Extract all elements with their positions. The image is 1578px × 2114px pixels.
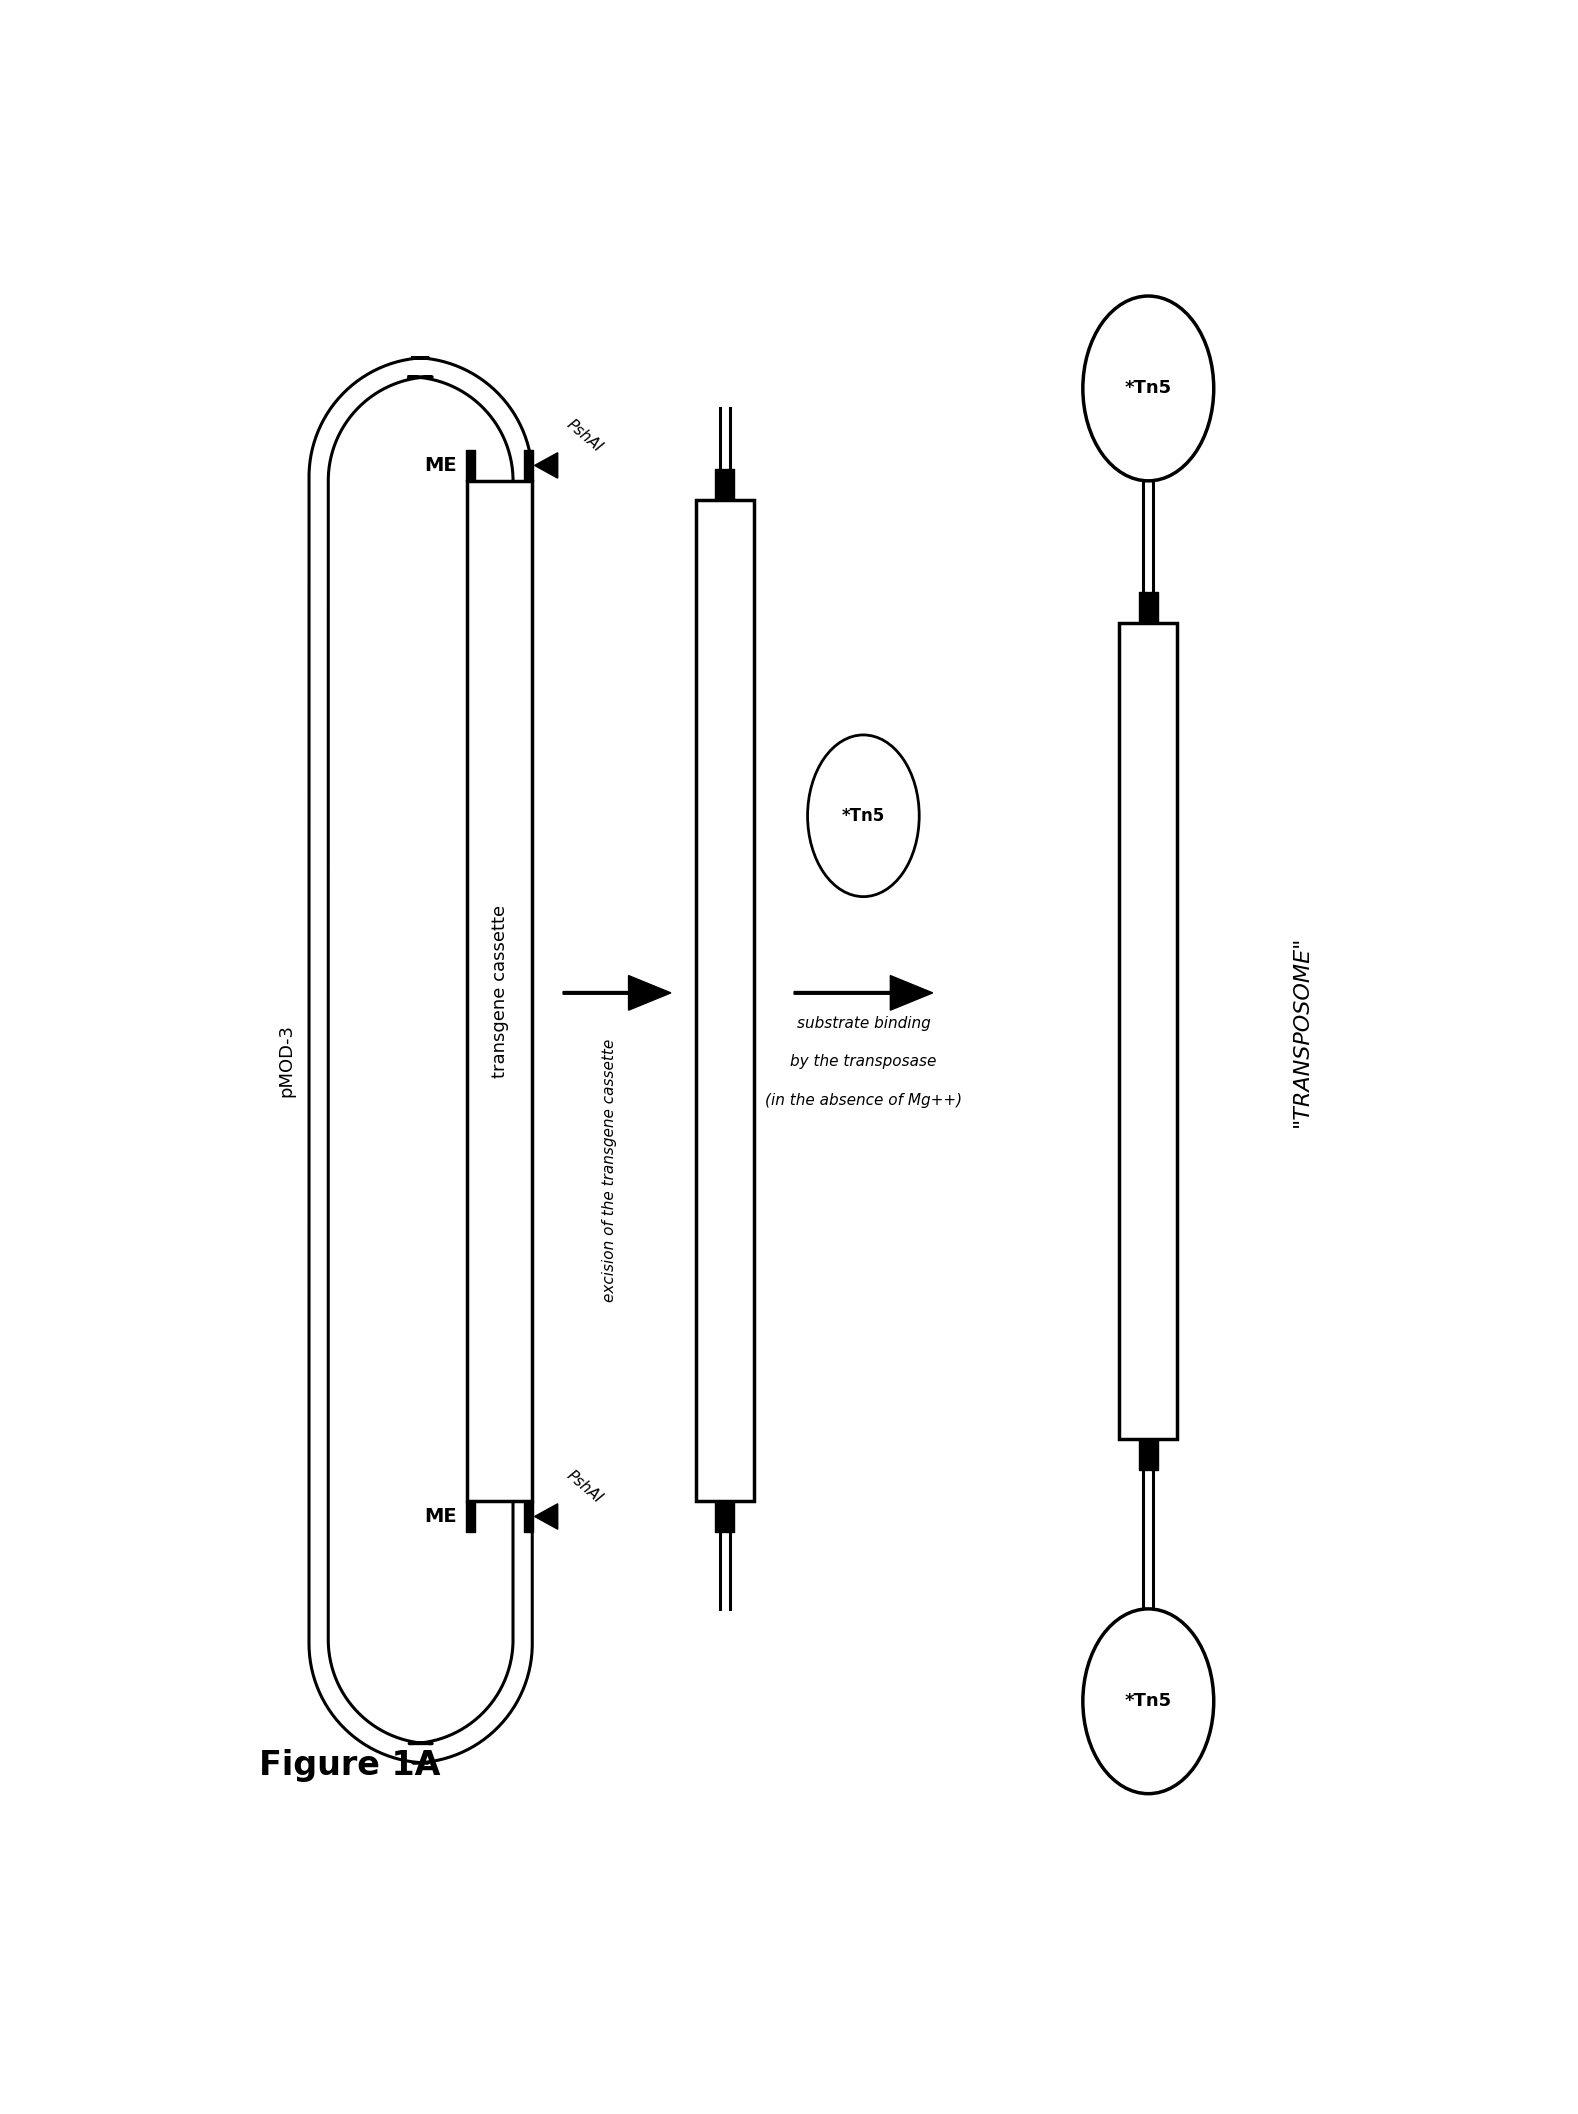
Text: ME: ME [424,1507,458,1526]
Text: excision of the transgene cassette: excision of the transgene cassette [601,1040,617,1302]
Text: substrate binding: substrate binding [797,1017,931,1032]
Bar [696,501,754,1501]
Bar [1119,624,1177,1440]
Text: (in the absence of Mg++): (in the absence of Mg++) [765,1093,963,1108]
Text: PshAI: PshAI [563,416,606,455]
FancyArrow shape [794,975,933,1010]
Ellipse shape [808,736,920,896]
Text: *Tn5: *Tn5 [841,808,885,824]
Text: by the transposase: by the transposase [791,1055,937,1070]
Polygon shape [328,376,513,1744]
Bar [467,480,532,1501]
Text: "TRANSPOSOME": "TRANSPOSOME" [1292,937,1313,1127]
Text: PshAI: PshAI [563,1467,606,1505]
Text: ME: ME [424,457,458,476]
FancyArrow shape [563,975,671,1010]
Ellipse shape [1083,1609,1213,1793]
Text: Figure 1A: Figure 1A [259,1748,440,1782]
Text: *Tn5: *Tn5 [1125,1693,1172,1710]
Ellipse shape [1083,296,1213,480]
Polygon shape [535,452,557,478]
Text: pMOD-3: pMOD-3 [276,1023,295,1097]
Text: transgene cassette: transgene cassette [491,905,508,1078]
Polygon shape [535,1503,557,1528]
Text: *Tn5: *Tn5 [1125,378,1172,397]
